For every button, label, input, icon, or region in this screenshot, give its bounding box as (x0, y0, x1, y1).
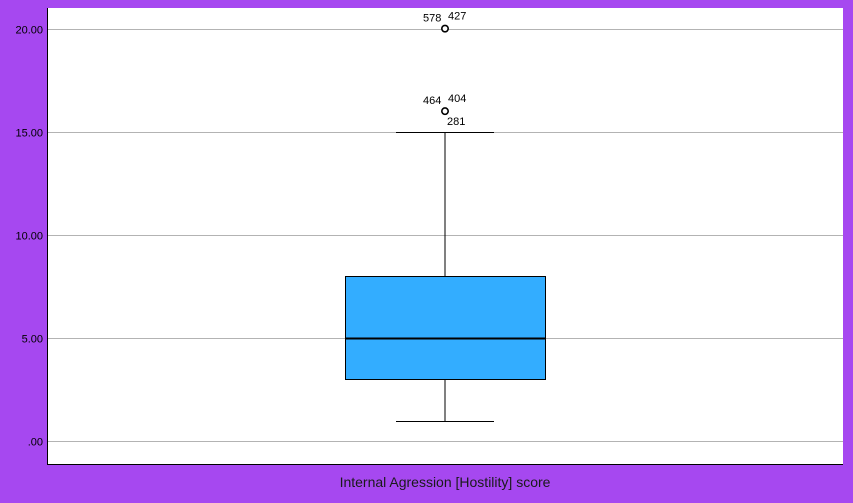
outlier-label: 578 (423, 13, 441, 25)
y-tick-label: 5.00 (22, 334, 43, 346)
iqr-box (345, 276, 546, 380)
outlier-label: 427 (448, 11, 466, 23)
outlier-group: 578 427 464 404 281 (423, 11, 466, 129)
outlier-label: 464 (423, 95, 441, 107)
outlier-point-1 (440, 107, 449, 116)
outlier-point-0 (440, 24, 449, 33)
y-tick-labels: .00 5.00 10.00 15.00 20.00 (15, 25, 43, 449)
x-category-label: Internal Agression [Hostility] score (340, 474, 551, 490)
box-group (345, 132, 546, 422)
y-tick-label: 10.00 (15, 231, 43, 243)
outlier-label: 404 (448, 93, 466, 105)
outlier-label: 281 (447, 116, 465, 128)
y-tick-label: 20.00 (15, 25, 43, 37)
y-tick-label: 15.00 (15, 128, 43, 140)
y-tick-label: .00 (28, 437, 43, 449)
